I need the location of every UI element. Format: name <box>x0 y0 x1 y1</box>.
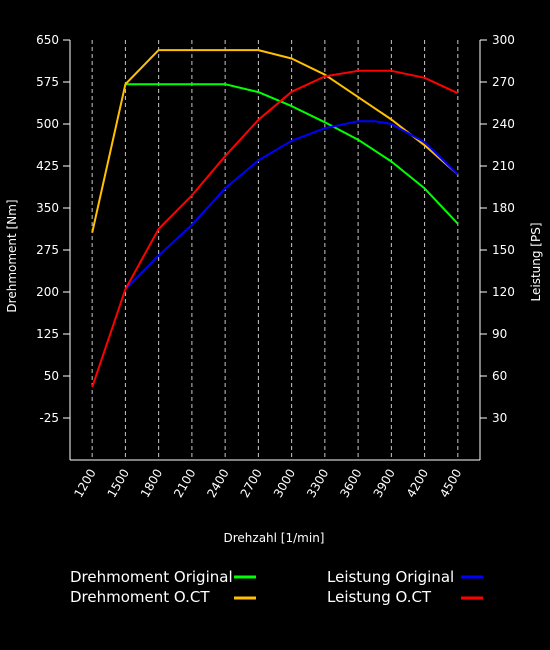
x-axis-title: Drehzahl [1/min] <box>224 531 325 545</box>
y-right-tick-label: 300 <box>492 33 515 47</box>
x-tick-label: 3000 <box>271 467 298 500</box>
y-right-tick-labels: 300 270 240 210 180 150 120 90 60 30 <box>480 33 515 425</box>
legend-item-drehmoment-original: Drehmoment Original <box>70 568 256 586</box>
y-left-tick-label: 275 <box>36 243 59 257</box>
x-tick-label: 1200 <box>71 467 98 500</box>
x-tick-label: 2100 <box>171 467 198 500</box>
series-line-leistung-o-ct <box>91 69 459 388</box>
plot-frame <box>69 40 481 461</box>
legend: Drehmoment Original Drehmoment O.CT Leis… <box>70 568 483 606</box>
x-tick-label: 2700 <box>238 467 265 500</box>
x-tick-label: 4500 <box>437 467 464 500</box>
series-line-leistung-original <box>124 120 459 290</box>
legend-label: Drehmoment O.CT <box>70 588 210 606</box>
y-left-tick-label: 425 <box>36 159 59 173</box>
y-right-tick-label: 270 <box>492 75 515 89</box>
y-left-tick-label: 575 <box>36 75 59 89</box>
y-right-tick-label: 30 <box>492 411 507 425</box>
y-right-tick-label: 240 <box>492 117 515 131</box>
y-right-tick-label: 90 <box>492 327 507 341</box>
series-line-drehmoment-o-ct <box>91 49 459 233</box>
x-tick-label: 3900 <box>371 467 398 500</box>
y-left-tick-label: 350 <box>36 201 59 215</box>
y-left-tick-label: 650 <box>36 33 59 47</box>
x-tick-label: 2400 <box>204 467 231 500</box>
y-right-tick-label: 210 <box>492 159 515 173</box>
legend-item-leistung-original: Leistung Original <box>327 568 483 586</box>
y-right-tick-label: 180 <box>492 201 515 215</box>
y-left-tick-label: 125 <box>36 327 59 341</box>
y-left-tick-label: -25 <box>39 411 59 425</box>
legend-label: Leistung Original <box>327 568 454 586</box>
legend-item-leistung-oct: Leistung O.CT <box>327 588 483 606</box>
y-left-tick-label: 200 <box>36 285 59 299</box>
series-line-drehmoment-original <box>125 83 459 225</box>
y-right-tick-label: 60 <box>492 369 507 383</box>
x-tick-labels: 1200 1500 1800 2100 2400 2700 3000 3300 3600 3900… <box>71 467 464 500</box>
x-tick-label: 4200 <box>404 467 431 500</box>
y-right-tick-label: 120 <box>492 285 515 299</box>
legend-item-drehmoment-oct: Drehmoment O.CT <box>70 588 256 606</box>
y-left-tick-label: 500 <box>36 117 59 131</box>
x-tick-label: 1800 <box>138 467 165 500</box>
x-tick-label: 3600 <box>337 467 364 500</box>
x-tick-label: 1500 <box>105 467 132 500</box>
y-right-axis-title: Leistung [PS] <box>529 222 543 301</box>
y-left-axis-title: Drehmoment [Nm] <box>5 199 19 312</box>
x-tick-label: 3300 <box>304 467 331 500</box>
legend-label: Leistung O.CT <box>327 588 432 606</box>
series-lines <box>91 49 459 388</box>
y-left-tick-label: 50 <box>44 369 59 383</box>
y-left-tick-labels: 650 575 500 425 350 275 200 125 50 -25 <box>36 33 70 425</box>
grid-lines <box>91 40 459 460</box>
legend-label: Drehmoment Original <box>70 568 233 586</box>
y-right-tick-label: 150 <box>492 243 515 257</box>
